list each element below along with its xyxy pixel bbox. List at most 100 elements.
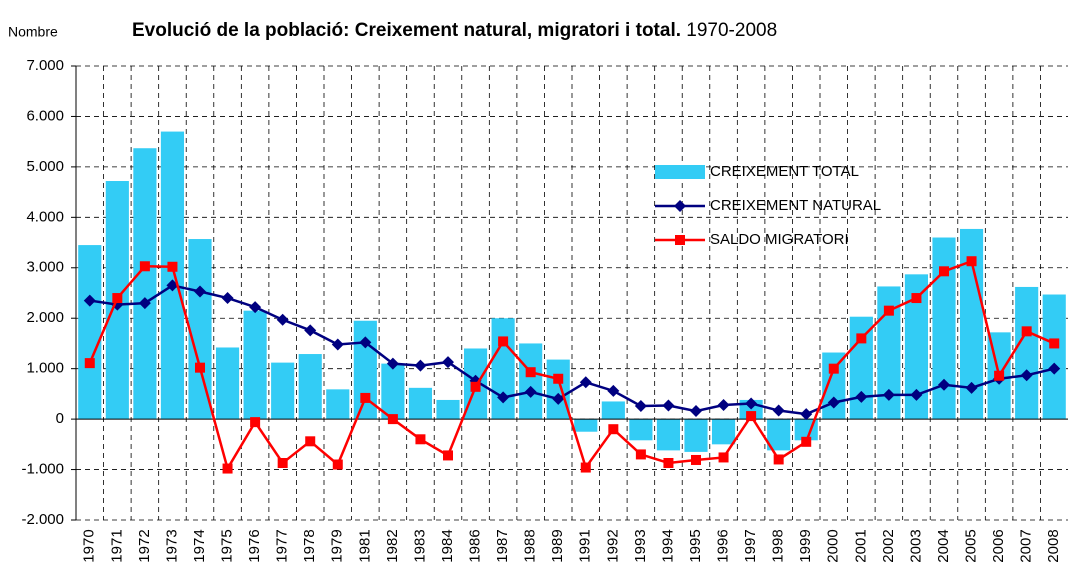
x-tick-label: 2004 [935, 529, 952, 562]
x-tick-label: 1998 [770, 529, 787, 562]
bar [656, 419, 681, 451]
x-tick-label: 1979 [329, 529, 346, 562]
marker-square [332, 459, 343, 470]
bar [574, 419, 598, 432]
marker-diamond [938, 378, 950, 391]
marker-square [1049, 338, 1060, 349]
title-years: 1970-2008 [686, 20, 777, 41]
marker-square [994, 370, 1005, 381]
marker-diamond [276, 313, 289, 326]
x-tick-label: 1999 [797, 529, 814, 562]
marker-diamond [304, 324, 317, 337]
y-axis-label: Nombre [8, 24, 58, 40]
bar [298, 354, 322, 420]
marker-square [939, 266, 949, 277]
marker-square [250, 417, 261, 428]
marker-square [415, 434, 426, 445]
x-tick-label: 2006 [990, 529, 1007, 562]
marker-diamond [662, 399, 675, 412]
x-tick-label: 1993 [632, 529, 649, 562]
bar [822, 352, 846, 420]
marker-square [966, 256, 977, 267]
marker-square [828, 363, 839, 374]
marker-diamond [249, 301, 262, 314]
x-tick-label: 1971 [108, 529, 125, 562]
bar [959, 228, 984, 420]
marker-diamond [690, 405, 702, 418]
marker-diamond [83, 294, 96, 307]
x-tick-label: 1989 [549, 529, 566, 562]
x-tick-label: 1997 [742, 529, 759, 562]
bar [133, 148, 157, 420]
marker-diamond [194, 285, 206, 298]
marker-diamond [331, 338, 344, 351]
x-tick-label: 2007 [1018, 529, 1035, 562]
bar [271, 362, 295, 420]
title-main: Evolució de la població: Creixement natu… [132, 20, 681, 41]
x-tick-label: 1982 [384, 529, 401, 562]
x-tick-label: 1994 [659, 529, 676, 562]
marker-square [84, 358, 95, 369]
marker-square [1021, 326, 1032, 337]
marker-square [305, 436, 316, 447]
marker-square [718, 452, 729, 463]
bar [711, 419, 736, 445]
marker-square [222, 463, 233, 474]
bar [904, 274, 929, 420]
bar [519, 343, 543, 420]
bar [849, 316, 873, 420]
marker-square [580, 462, 591, 473]
y-tick-label: 7.000 [26, 57, 64, 74]
marker-diamond [138, 297, 151, 310]
marker-diamond [497, 391, 510, 404]
marker-diamond [827, 396, 840, 409]
y-tick-label: 3.000 [26, 259, 64, 276]
marker-square [856, 333, 867, 344]
y-tick-label: 5.000 [26, 158, 64, 175]
x-tick-label: 1987 [494, 529, 511, 562]
legend-marker [675, 235, 685, 245]
y-tick-label: 0 [56, 410, 64, 427]
marker-square [167, 261, 178, 272]
marker-diamond [524, 385, 537, 398]
legend-swatch [655, 165, 705, 179]
x-tick-label: 1988 [522, 529, 539, 562]
x-tick-label: 1983 [411, 529, 428, 562]
x-tick-label: 1976 [246, 529, 263, 562]
marker-square [139, 261, 150, 272]
marker-square [801, 436, 812, 447]
y-tick-label: 6.000 [26, 107, 64, 124]
marker-square [360, 392, 371, 403]
y-tick-label: -2.000 [21, 511, 64, 528]
bar [326, 389, 350, 420]
y-tick-label: 4.000 [26, 208, 64, 225]
x-tick-label: 1981 [356, 529, 373, 562]
x-tick-label: 1973 [163, 529, 180, 562]
marker-diamond [221, 292, 234, 305]
x-tick-label: 1986 [467, 529, 484, 562]
chart-title: Evolució de la població: Creixement natu… [132, 20, 777, 41]
marker-diamond [965, 381, 978, 394]
x-tick-label: 2000 [825, 529, 842, 562]
x-tick-label: 1992 [604, 529, 621, 562]
marker-square [883, 305, 894, 316]
x-tick-label: 2001 [852, 529, 869, 562]
marker-square [553, 373, 564, 384]
marker-diamond [1048, 362, 1061, 375]
marker-diamond [910, 388, 923, 401]
bar [546, 359, 570, 420]
legend-label: CREIXEMENT TOTAL [710, 163, 859, 180]
marker-diamond [442, 356, 454, 369]
marker-diamond [717, 398, 730, 411]
bar [932, 237, 956, 420]
marker-square [277, 457, 288, 468]
bar [767, 419, 791, 451]
marker-diamond [800, 408, 813, 421]
bar [601, 401, 625, 420]
x-tick-label: 1991 [577, 529, 594, 562]
marker-diamond [772, 404, 785, 417]
marker-diamond [414, 359, 427, 372]
marker-square [608, 424, 619, 435]
bar [1015, 286, 1039, 420]
marker-diamond [607, 384, 620, 397]
